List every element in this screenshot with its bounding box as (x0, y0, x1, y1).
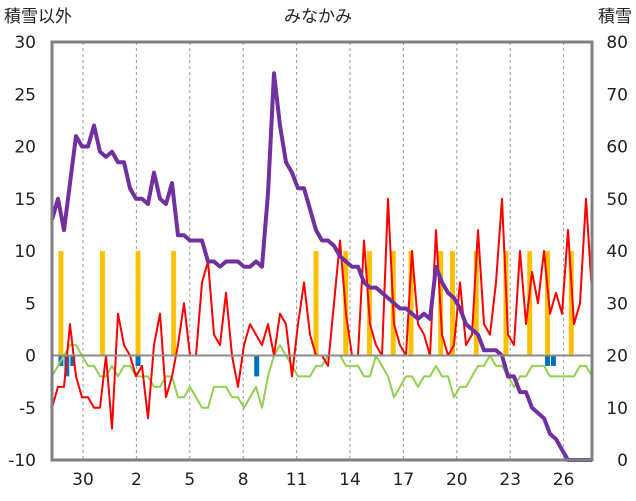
left-tick-label: 5 (25, 294, 36, 314)
x-tick-label: 14 (339, 470, 361, 490)
bar (171, 251, 177, 356)
line-min-temp (51, 344, 593, 409)
x-tick-label: 30 (72, 470, 94, 490)
left-tick-label: -5 (19, 399, 36, 419)
x-tick-label: 17 (393, 470, 415, 490)
x-tick-label: 5 (184, 470, 195, 490)
right-tick-label: 20 (606, 347, 628, 367)
left-tick-label: 20 (14, 138, 36, 158)
x-axis: 30 2 5 8 11 14 17 20 23 26 (72, 470, 574, 490)
gridlines (82, 42, 565, 460)
right-tick-label: 10 (606, 399, 628, 419)
bar (58, 251, 64, 356)
x-tick-label: 23 (499, 470, 521, 490)
right-tick-label: 70 (606, 85, 628, 105)
bar (568, 251, 574, 356)
bar (527, 251, 533, 356)
bar (99, 251, 105, 356)
right-y-axis: 80 70 60 50 40 30 20 10 0 (606, 33, 628, 471)
plot-frame (50, 40, 594, 462)
right-tick-label: 40 (606, 242, 628, 262)
bar (450, 251, 456, 356)
bar (313, 251, 319, 356)
bar (70, 355, 76, 366)
right-tick-label: 80 (606, 33, 628, 53)
bar (473, 251, 479, 356)
x-tick-label: 26 (553, 470, 575, 490)
x-tick-label: 11 (286, 470, 308, 490)
left-tick-label: 10 (14, 242, 36, 262)
right-axis-label: 積雪 (598, 7, 632, 27)
bar (545, 355, 550, 366)
right-tick-label: 60 (606, 138, 628, 158)
left-axis-label: 積雪以外 (4, 7, 72, 27)
right-tick-label: 50 (606, 190, 628, 210)
chart-title: みなかみ (284, 7, 352, 27)
x-tick-label: 8 (238, 470, 249, 490)
left-y-axis: 30 25 20 15 10 5 0 -5 -10 (8, 33, 36, 471)
right-tick-label: 0 (617, 451, 628, 471)
x-tick-label: 20 (446, 470, 468, 490)
left-tick-label: 25 (14, 85, 36, 105)
bar (408, 251, 414, 356)
left-tick-label: -10 (8, 451, 36, 471)
bar (545, 251, 550, 356)
left-tick-label: 0 (25, 347, 36, 367)
right-tick-label: 30 (606, 294, 628, 314)
bar (550, 355, 556, 366)
bar (135, 251, 141, 356)
x-tick-label: 2 (131, 470, 142, 490)
bar (135, 355, 141, 366)
left-tick-label: 15 (14, 190, 36, 210)
bar (254, 355, 260, 377)
left-tick-label: 30 (14, 33, 36, 53)
